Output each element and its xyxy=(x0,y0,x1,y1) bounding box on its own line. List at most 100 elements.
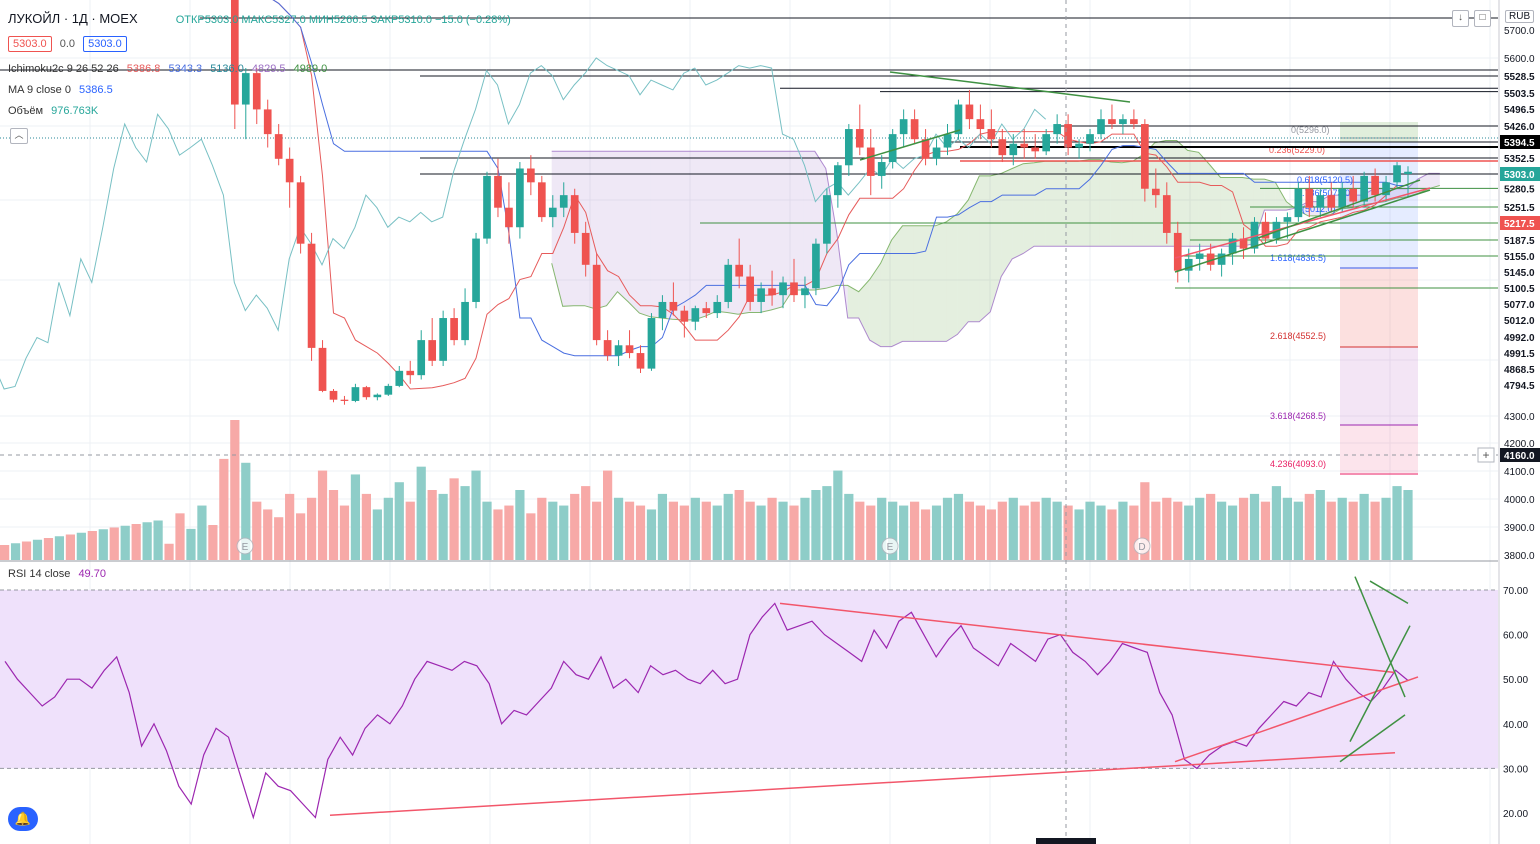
candle-body xyxy=(483,175,491,239)
collapse-legend-button[interactable]: ︿ xyxy=(10,128,28,144)
cloud-segment xyxy=(694,151,706,320)
cloud-segment xyxy=(749,151,761,313)
cloud-segment xyxy=(770,151,782,311)
candle-body xyxy=(461,301,469,341)
cloud-segment xyxy=(606,151,618,306)
volume-bar xyxy=(164,543,174,560)
candle-body xyxy=(932,147,941,159)
cloud-segment xyxy=(957,199,969,335)
cloud-segment xyxy=(1056,161,1068,247)
trend-line xyxy=(1257,179,1421,239)
event-marker xyxy=(881,537,899,555)
ichimoku-tenkan-value: 5386.8 xyxy=(126,63,161,75)
price-axis-label: 5303.0 xyxy=(1504,170,1535,181)
cloud-segment xyxy=(1231,177,1243,247)
fib-zone-pink xyxy=(1340,425,1418,473)
symbol-title[interactable]: ЛУКОЙЛ · 1Д · MOEX xyxy=(8,11,138,26)
chevron-up-icon: ︿ xyxy=(14,130,24,140)
trend-line xyxy=(1174,189,1431,273)
bid-box[interactable]: 5303.0 xyxy=(8,36,52,52)
cloud-segment xyxy=(1428,173,1440,189)
cloud-segment xyxy=(1110,162,1122,247)
volume-bar xyxy=(1184,505,1194,560)
candle-body xyxy=(1250,221,1259,249)
price-axis-label: 5155.0 xyxy=(1504,252,1535,263)
volume-bar xyxy=(405,501,415,560)
ma-legend[interactable]: MA 9 close 0 5386.5 xyxy=(8,84,118,96)
event-marker-label: E xyxy=(242,542,249,553)
volume-bar xyxy=(679,505,689,560)
volume-bar xyxy=(263,509,273,560)
currency-button[interactable]: RUB xyxy=(1505,10,1535,23)
rsi-trend-line xyxy=(1339,714,1406,763)
ichimoku-legend[interactable]: Ichimoku2c 9 26 52 26 5386.8 5343.3 5136… xyxy=(8,63,332,75)
price-axis-label: 4794.5 xyxy=(1504,381,1535,392)
rsi-legend[interactable]: RSI 14 close 49.70 xyxy=(8,568,111,580)
candle-body xyxy=(516,168,524,228)
candle-body xyxy=(1184,258,1193,271)
price-tag-highlight xyxy=(1500,135,1540,149)
volume-bar xyxy=(800,497,810,560)
cloud-segment xyxy=(913,225,925,342)
volume-bar xyxy=(1041,497,1051,560)
maximize-button[interactable]: □ xyxy=(1474,10,1491,27)
ask-box[interactable]: 5303.0 xyxy=(83,36,127,52)
volume-legend[interactable]: Объём 976.763K xyxy=(8,105,103,117)
scale-down-button[interactable]: ↓ xyxy=(1452,10,1469,27)
volume-bar xyxy=(624,501,635,560)
cloud-segment xyxy=(650,151,662,319)
candle-body xyxy=(1316,195,1325,208)
volume-bar xyxy=(416,466,426,560)
candle-body xyxy=(1064,124,1072,148)
volume-bar xyxy=(1118,501,1128,560)
rsi-tick-label: 20.00 xyxy=(1503,809,1528,820)
price-axis-label: 5012.0 xyxy=(1504,316,1535,327)
cloud-segment xyxy=(847,285,859,319)
volume-bar xyxy=(43,538,54,560)
candle-body xyxy=(1020,143,1029,148)
volume-bar xyxy=(1238,497,1249,560)
volume-bar xyxy=(230,420,240,560)
price-axis-label: 5145.0 xyxy=(1504,268,1535,279)
volume-bar xyxy=(1074,509,1084,560)
candlesticks xyxy=(230,0,1412,405)
cloud-segment xyxy=(990,173,1002,312)
volume-bar xyxy=(186,528,196,560)
volume-bar xyxy=(471,470,481,560)
quote-boxes: 5303.0 0.0 5303.0 xyxy=(8,36,132,52)
volume-bar xyxy=(833,470,843,560)
ichimoku-chikou-value: 5136.0 xyxy=(210,63,244,75)
volume-bar xyxy=(306,497,317,560)
candle-body xyxy=(713,301,722,314)
cloud-segment xyxy=(639,151,651,317)
volume-bar xyxy=(888,501,898,560)
candle-body xyxy=(1119,119,1127,125)
trend-lines xyxy=(859,71,1431,273)
candle-body xyxy=(274,134,283,159)
cloud-segment xyxy=(617,151,629,302)
candle-body xyxy=(395,370,404,386)
alerts-button[interactable]: 🔔 xyxy=(8,807,38,831)
candle-body xyxy=(1338,188,1347,208)
candle-body xyxy=(647,318,656,369)
volume-bar xyxy=(460,486,470,560)
cloud-segment xyxy=(573,151,585,306)
candle-body xyxy=(1294,188,1303,218)
volume-bar xyxy=(515,490,525,560)
volume-bar xyxy=(964,501,975,560)
rsi-trend-line xyxy=(1174,676,1419,763)
candle-body xyxy=(998,139,1007,156)
rsi-line xyxy=(4,602,1409,820)
cloud-segment xyxy=(1067,161,1078,247)
candle-body xyxy=(559,195,568,208)
price-axis-label: 5528.5 xyxy=(1504,72,1535,83)
volume-bar xyxy=(285,493,295,560)
volume-bar xyxy=(1293,501,1303,560)
price-tag-highlight xyxy=(1500,448,1540,462)
volume-bar xyxy=(131,524,141,560)
volume-bar xyxy=(32,539,43,560)
fib-label: 0.236(5229.0) xyxy=(1269,145,1325,155)
volume-bar xyxy=(1348,501,1358,560)
